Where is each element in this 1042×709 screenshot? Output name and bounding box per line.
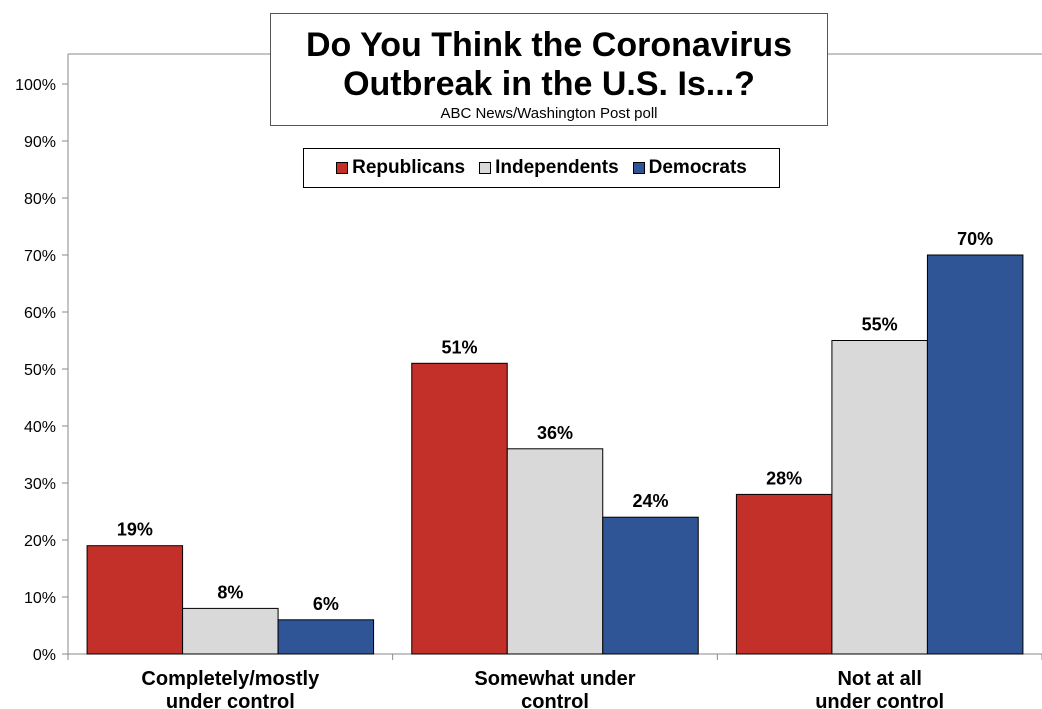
x-category-label: Somewhat under — [474, 668, 635, 690]
bar-democrats — [602, 516, 699, 655]
y-tick-label: 30% — [24, 476, 56, 493]
data-label: 70% — [957, 229, 993, 249]
data-label: 28% — [766, 468, 802, 488]
y-tick-label: 40% — [24, 419, 56, 436]
bar-democrats — [926, 254, 1024, 655]
x-category-label: under control — [815, 691, 944, 709]
legend-label-democrats: Democrats — [648, 157, 747, 178]
y-tick-label: 0% — [33, 647, 56, 664]
bar-independents — [506, 448, 604, 655]
y-tick-label: 50% — [24, 362, 56, 379]
x-category-label: Not at all — [837, 668, 921, 690]
data-label: 8% — [217, 582, 243, 602]
legend-item-independents: Independents — [479, 157, 619, 179]
y-tick-label: 90% — [24, 134, 56, 151]
bar-independents — [182, 607, 279, 655]
data-label: 24% — [632, 491, 668, 511]
chart-title-box: Do You Think the Coronavirus Outbreak in… — [270, 13, 828, 126]
bars — [86, 254, 1024, 655]
legend: Republicans Independents Democrats — [303, 148, 780, 188]
data-label: 51% — [441, 337, 477, 357]
bar-republicans — [86, 545, 184, 655]
legend-swatch-independents — [479, 162, 492, 174]
x-category-label: under control — [166, 691, 295, 709]
y-tick-label: 80% — [24, 191, 56, 208]
bar-democrats — [277, 619, 375, 655]
chart-title-line-1: Do You Think the Coronavirus — [305, 26, 793, 64]
x-category-label: control — [521, 691, 589, 709]
legend-item-democrats: Democrats — [632, 157, 747, 179]
data-label: 6% — [313, 594, 339, 614]
bar-republicans — [411, 362, 508, 655]
data-label: 36% — [537, 423, 573, 443]
x-category-label: Completely/mostly — [141, 668, 320, 690]
legend-swatch-democrats — [632, 162, 645, 174]
y-tick-label: 10% — [24, 590, 56, 607]
data-label: 55% — [862, 315, 898, 335]
y-tick-label: 20% — [24, 533, 56, 550]
bar-independents — [831, 340, 928, 655]
chart-title-line-2: Outbreak in the U.S. Is...? — [343, 65, 755, 103]
y-tick-label: 60% — [24, 305, 56, 322]
chart-subtitle: ABC News/Washington Post poll — [440, 105, 658, 122]
legend-label-independents: Independents — [495, 157, 619, 178]
data-label: 19% — [117, 520, 153, 540]
y-tick-label: 70% — [24, 248, 56, 265]
y-tick-label: 100% — [15, 77, 56, 94]
legend-item-republicans: Republicans — [336, 157, 465, 179]
legend-swatch-republicans — [336, 162, 349, 174]
legend-label-republicans: Republicans — [352, 157, 466, 178]
bar-republicans — [735, 493, 833, 655]
